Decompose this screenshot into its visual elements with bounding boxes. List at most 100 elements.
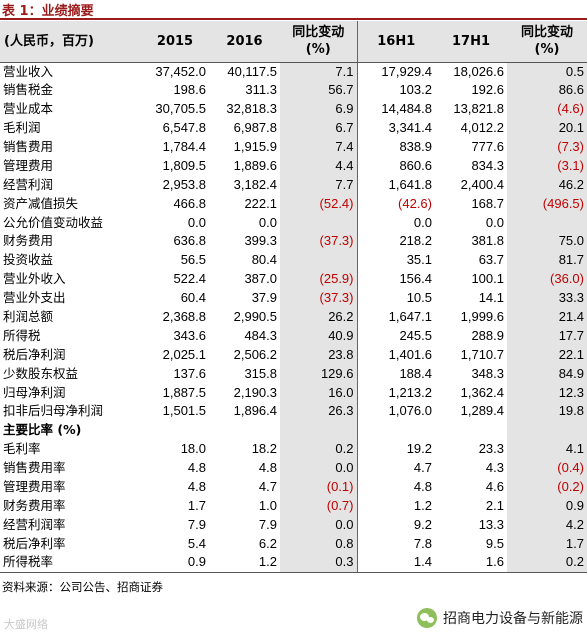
table-cell: 168.7	[471, 195, 504, 211]
financial-summary-table: (人民币，百万) 2015 2016 同比变动 (%) 16H1 17H1 同比…	[0, 21, 587, 573]
row-label: 投资收益	[3, 252, 54, 268]
table-cell: 37.9	[251, 290, 277, 306]
table-cell: 7.9	[258, 516, 277, 532]
table-cell: 6,547.8	[162, 120, 206, 136]
table-cell: 0.0	[280, 458, 358, 478]
table-cell: 13.3	[478, 516, 504, 532]
table-cell: 311.3	[245, 82, 277, 98]
table-cell: 14.1	[478, 290, 504, 306]
table-cell: 1,809.5	[162, 157, 206, 173]
table-cell: 1.6	[435, 553, 507, 573]
table-cell: 0.9	[507, 496, 587, 516]
table-cell: 0.9	[141, 553, 209, 573]
table-row: 利润总额 2,368.8 2,990.5 26.2 1,647.1 1,999.6 21.4	[0, 307, 587, 327]
table-row: 税后净利润 2,025.1 2,506.2 23.8 1,401.6 1,710.7 22.…	[0, 345, 587, 365]
table-header-row: (人民币，百万) 2015 2016 同比变动 (%) 16H1 17H1 同比…	[0, 21, 587, 63]
table-cell: 22.1	[507, 345, 587, 365]
row-label: 主要比率 (%)	[3, 422, 82, 438]
table-cell: 1,213.2	[388, 384, 432, 400]
row-label: 所得税	[3, 327, 41, 343]
table-row: 公允价值变动收益 0.0 0.0 0.0 0.0	[0, 213, 587, 233]
table-cell: (3.1)	[507, 156, 587, 176]
table-cell: 1.0	[258, 497, 277, 513]
table-cell	[357, 421, 435, 440]
table-cell	[507, 213, 587, 233]
table-cell: 315.8	[244, 365, 277, 381]
table-row: 经营利润率 7.9 7.9 0.0 9.2 13.3 4.2	[0, 515, 587, 535]
row-label: 归母净利润	[3, 384, 66, 400]
table-cell: 18.2	[251, 441, 277, 457]
source-note: 资料来源：公司公告、招商证券	[2, 580, 163, 594]
table-cell: 80.4	[251, 252, 277, 268]
table-row: 销售费用 1,784.4 1,915.9 7.4 838.9 777.6 (7.3)	[0, 137, 587, 157]
table-cell: 2,368.8	[162, 309, 206, 325]
table-cell: 17.7	[507, 326, 587, 346]
header-17h1: 17H1	[435, 21, 507, 63]
table-cell: (7.3)	[507, 137, 587, 157]
table-cell: 13,821.8	[453, 101, 504, 117]
table-cell: 0.0	[187, 214, 206, 230]
table-cell: 103.2	[399, 82, 432, 98]
table-cell: 1.7	[187, 497, 206, 513]
table-cell: 26.2	[280, 307, 358, 327]
row-label: 利润总额	[3, 309, 54, 325]
table-row: 销售费用率 4.8 4.8 0.0 4.7 4.3 (0.4)	[0, 458, 587, 478]
row-label: 财务费用率	[3, 497, 66, 513]
table-cell: 4.8	[413, 479, 432, 495]
row-label: 毛利润	[3, 120, 41, 136]
table-cell: 30,705.5	[155, 101, 206, 117]
row-label: 营业收入	[3, 63, 54, 79]
table-cell: 81.7	[507, 250, 587, 270]
table-cell: 9.2	[413, 516, 432, 532]
table-cell: 4.2	[507, 515, 587, 535]
table-cell: (496.5)	[507, 194, 587, 214]
table-cell: 4.8	[187, 460, 206, 476]
table-cell: 7.9	[187, 516, 206, 532]
table-cell: 192.6	[471, 82, 504, 98]
table-row: 扣非后归母净利润 1,501.5 1,896.4 26.3 1,076.0 1,289.4…	[0, 402, 587, 421]
table-cell: 399.3	[244, 233, 277, 249]
table-row: 营业外收入 522.4 387.0 (25.9) 156.4 100.1 (36.0)	[0, 269, 587, 289]
table-cell: 4.3	[485, 460, 504, 476]
table-row: 投资收益 56.5 80.4 35.1 63.7 81.7	[0, 250, 587, 270]
row-label: 所得税率	[0, 553, 141, 573]
table-cell: 636.8	[173, 233, 206, 249]
table-cell: 19.2	[406, 441, 432, 457]
table-cell: 218.2	[399, 233, 432, 249]
row-label: 销售税金	[3, 82, 54, 98]
table-row: 所得税率 0.9 1.2 0.3 1.4 1.6 0.2	[0, 553, 587, 573]
table-cell: 222.1	[244, 195, 277, 211]
table-cell: 33.3	[507, 288, 587, 308]
table-cell	[507, 420, 587, 440]
section-header-row: 主要比率 (%)	[0, 420, 587, 440]
table-cell: 834.3	[471, 157, 504, 173]
table-cell: (0.2)	[507, 477, 587, 497]
table-cell: 0.0	[485, 214, 504, 230]
table-cell: 26.3	[280, 402, 358, 421]
table-title: 表 1：业绩摘要	[2, 4, 94, 19]
table-cell: 137.6	[173, 365, 206, 381]
table-cell: 2,190.3	[233, 384, 277, 400]
table-cell: 129.6	[280, 364, 358, 384]
row-label: 税后净利润	[3, 346, 66, 362]
watermark-right: 招商电力设备与新能源	[417, 608, 583, 628]
table-cell: 466.8	[173, 195, 206, 211]
table-cell: 21.4	[507, 307, 587, 327]
table-cell: 16.0	[280, 383, 358, 403]
table-row: 营业成本 30,705.5 32,818.3 6.9 14,484.8 13,821.8(…	[0, 99, 587, 119]
row-label: 管理费用	[3, 157, 54, 173]
table-cell: 100.1	[471, 271, 504, 287]
table-cell: (37.3)	[280, 288, 358, 308]
table-cell: 9.5	[485, 535, 504, 551]
row-label: 营业外收入	[3, 271, 66, 287]
wechat-icon	[417, 608, 437, 628]
row-label: 经营利润	[3, 176, 54, 192]
table-cell	[209, 421, 280, 440]
table-cell: 56.7	[280, 80, 358, 100]
table-cell: 1,401.6	[388, 346, 432, 362]
table-cell: 4.6	[485, 479, 504, 495]
row-label: 资产减值损失	[3, 195, 79, 211]
table-cell: 860.6	[399, 157, 432, 173]
table-cell: (36.0)	[507, 269, 587, 289]
table-cell: (42.6)	[398, 195, 432, 211]
